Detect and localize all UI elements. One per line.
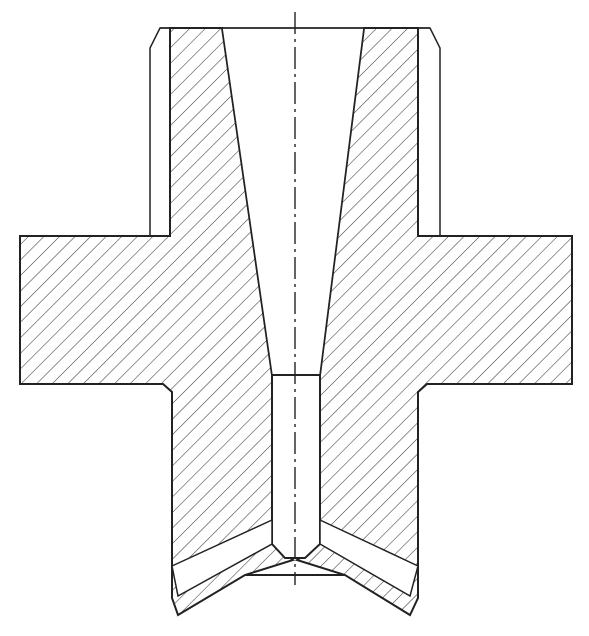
pilot-hole: [271, 374, 321, 559]
left-upper-shoulder-strip: [149, 27, 171, 237]
right-lower-channel: [319, 518, 419, 598]
left-lower-channel: [171, 518, 273, 598]
right-upper-shoulder-strip: [417, 27, 441, 237]
